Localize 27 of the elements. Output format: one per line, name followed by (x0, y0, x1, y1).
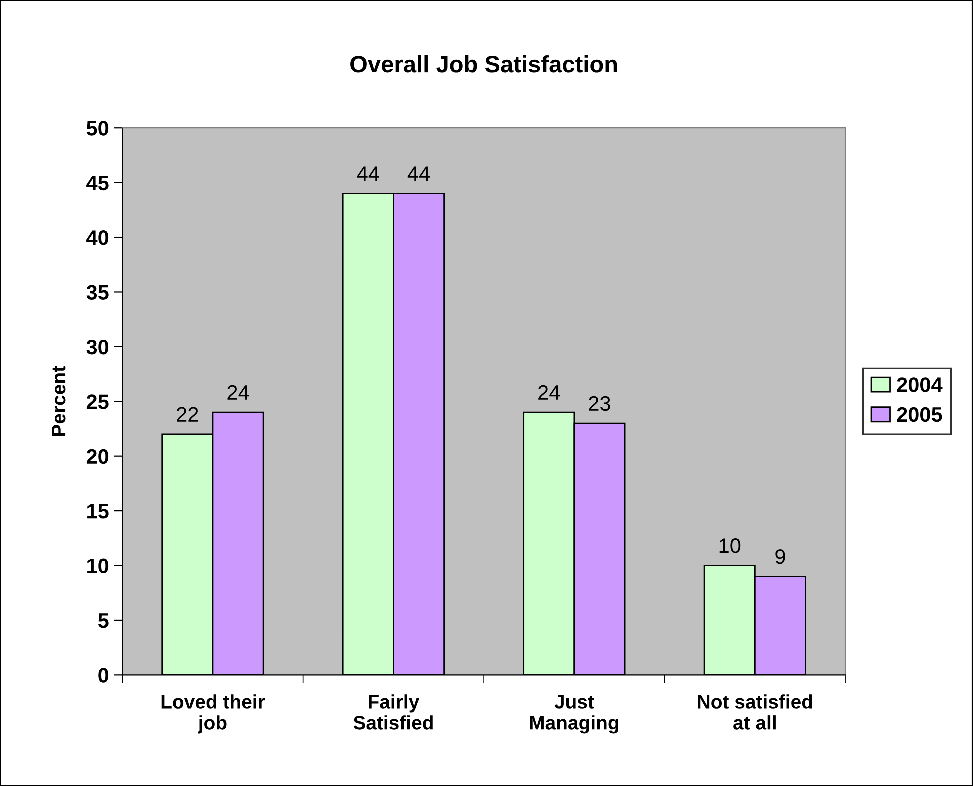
data-label: 44 (408, 166, 430, 182)
y-tick-label: 15 (88, 504, 109, 519)
data-label: 10 (720, 538, 741, 554)
data-label: 9 (776, 550, 786, 564)
data-label: 24 (228, 385, 250, 400)
y-tick-label: 35 (86, 285, 109, 300)
data-label: 24 (538, 385, 560, 400)
legend-label: 2005 (897, 407, 942, 422)
y-tick-label: 5 (98, 614, 109, 628)
legend-label: 2004 (897, 378, 943, 392)
data-label: 44 (357, 166, 380, 182)
data-label: 22 (177, 407, 198, 422)
y-tick-label: 10 (88, 558, 109, 574)
y-tick-label: 0 (98, 668, 109, 683)
y-axis-title: Percent (52, 366, 66, 436)
x-tick-label: Not satisfied at all (698, 694, 812, 730)
x-tick-label: Fairly Satisfied (354, 694, 433, 730)
y-tick-label: 30 (86, 340, 109, 355)
data-label: 23 (589, 396, 610, 412)
y-tick-label: 40 (86, 230, 109, 246)
x-tick-label: Just Managing (530, 695, 619, 734)
x-tick-label: Loved their job (162, 694, 266, 734)
y-tick-label: 20 (86, 449, 109, 464)
y-tick-label: 25 (86, 394, 109, 410)
chart-title: Overall Job Satisfaction (350, 55, 618, 73)
y-tick-label: 50 (86, 121, 109, 136)
y-tick-label: 45 (86, 176, 109, 191)
